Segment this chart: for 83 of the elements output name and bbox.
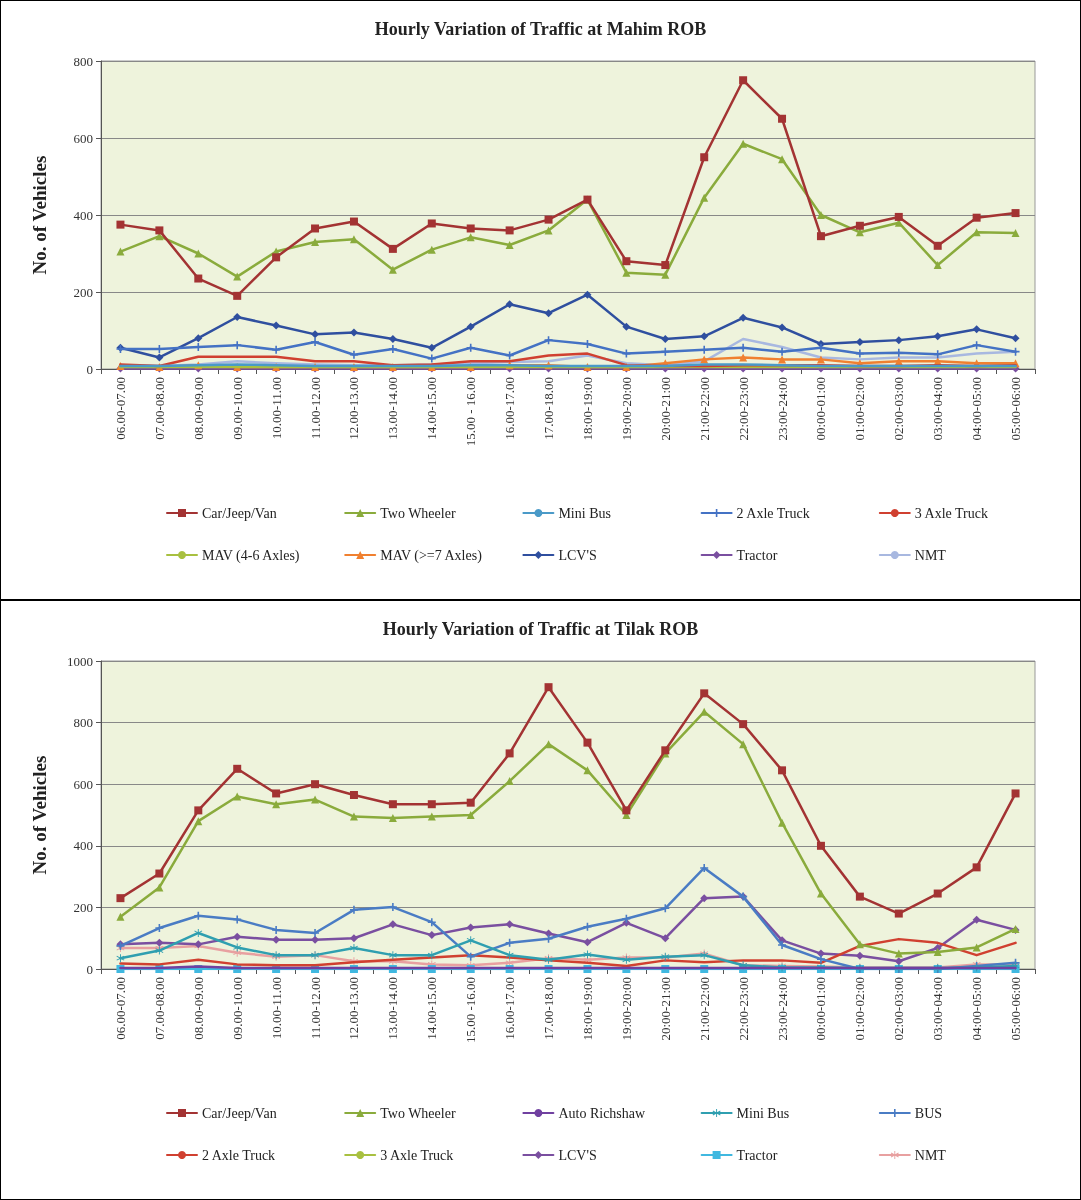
x-tick-label: 14.00-15.00 xyxy=(424,377,440,440)
x-tick-label: 13.00-14.00 xyxy=(385,977,401,1040)
x-tick-label: 15.00 - 16.00 xyxy=(463,377,479,447)
y-tick-label: 600 xyxy=(73,776,93,792)
x-tick-label: 02:00-03:00 xyxy=(891,377,907,441)
x-tick-label: 23:00-24:00 xyxy=(774,377,790,441)
x-tick-label: 06.00-07.00 xyxy=(112,977,128,1040)
legend-label: MAV (>=7 Axles) xyxy=(380,547,483,564)
x-tick-label: 02:00-03:00 xyxy=(891,977,907,1041)
legend-label: NMT xyxy=(914,1147,947,1163)
x-tick-label: 15.00 -16.00 xyxy=(463,977,479,1044)
legend-label: Two Wheeler xyxy=(380,505,456,521)
chart-title: Hourly Variation of Traffic at Mahim ROB xyxy=(374,19,707,39)
legend-label: LCV'S xyxy=(558,1147,597,1163)
legend-label: 3 Axle Truck xyxy=(914,505,988,521)
x-tick-label: 03:00-04:00 xyxy=(930,377,946,441)
x-tick-label: 19:00-20:00 xyxy=(618,977,634,1041)
x-tick-label: 20:00-21:00 xyxy=(657,377,673,441)
x-tick-label: 09.00-10.00 xyxy=(229,377,245,440)
y-tick-label: 200 xyxy=(73,899,93,915)
y-axis-title: No. of Vehicles xyxy=(29,755,50,875)
legend-label: Two Wheeler xyxy=(380,1105,456,1121)
x-tick-label: 05:00-06:00 xyxy=(1008,977,1024,1041)
x-tick-label: 04:00-05:00 xyxy=(969,377,985,441)
legend-label: Mini Bus xyxy=(558,505,611,521)
x-tick-label: 21:00-22:00 xyxy=(696,377,712,441)
y-tick-label: 200 xyxy=(73,284,93,300)
x-tick-label: 05:00-06:00 xyxy=(1008,377,1024,441)
x-tick-label: 04:00-05:00 xyxy=(969,977,985,1041)
x-tick-label: 08.00-09.00 xyxy=(190,977,206,1040)
y-axis-title: No. of Vehicles xyxy=(29,155,50,275)
legend-label: 3 Axle Truck xyxy=(380,1147,454,1163)
x-tick-label: 00:00-01:00 xyxy=(813,977,829,1041)
legend-label: BUS xyxy=(914,1105,943,1121)
x-tick-label: 13.00-14.00 xyxy=(385,377,401,440)
x-tick-label: 16.00-17.00 xyxy=(502,377,518,440)
x-tick-label: 09.00-10.00 xyxy=(229,977,245,1040)
y-tick-label: 800 xyxy=(73,715,93,731)
y-tick-label: 800 xyxy=(73,53,93,69)
legend-label: Tractor xyxy=(736,547,778,563)
x-tick-label: 14.00-15.00 xyxy=(424,977,440,1040)
x-tick-label: 03:00-04:00 xyxy=(930,977,946,1041)
legend-label: LCV'S xyxy=(558,547,597,563)
legend-label: 2 Axle Truck xyxy=(736,505,810,521)
x-tick-label: 22:00-23:00 xyxy=(735,377,751,441)
x-tick-label: 21:00-22:00 xyxy=(696,977,712,1041)
x-tick-label: 07.00-08.00 xyxy=(151,377,167,440)
x-tick-label: 12.00-13.00 xyxy=(346,377,362,440)
legend-label: NMT xyxy=(914,547,947,563)
x-tick-label: 10.00-11.00 xyxy=(268,977,284,1040)
y-tick-label: 0 xyxy=(86,961,93,977)
x-tick-label: 08.00-09.00 xyxy=(190,377,206,440)
y-tick-label: 400 xyxy=(73,207,93,223)
x-tick-label: 17.00-18.00 xyxy=(541,377,557,440)
x-tick-label: 06.00-07.00 xyxy=(112,377,128,440)
x-tick-label: 19:00-20:00 xyxy=(618,377,634,441)
x-tick-label: 22:00-23:00 xyxy=(735,977,751,1041)
legend-label: Tractor xyxy=(736,1147,778,1163)
x-tick-label: 01:00-02:00 xyxy=(852,977,868,1041)
x-tick-label: 00:00-01:00 xyxy=(813,377,829,441)
x-tick-label: 12.00-13.00 xyxy=(346,977,362,1040)
legend-label: Car/Jeep/Van xyxy=(202,505,277,521)
x-tick-label: 20:00-21:00 xyxy=(657,977,673,1041)
y-tick-label: 1000 xyxy=(67,653,93,669)
x-tick-label: 16.00-17.00 xyxy=(502,977,518,1040)
legend-label: Mini Bus xyxy=(736,1105,790,1121)
legend-label: 2 Axle Truck xyxy=(202,1147,276,1163)
x-tick-label: 17.00-18.00 xyxy=(541,977,557,1040)
y-tick-label: 600 xyxy=(73,130,93,146)
x-tick-label: 18:00-19:00 xyxy=(579,377,595,441)
x-tick-label: 23:00-24:00 xyxy=(774,977,790,1041)
legend-label: Car/Jeep/Van xyxy=(202,1105,277,1121)
x-tick-label: 11.00-12.00 xyxy=(307,377,323,440)
legend-label: Auto Richshaw xyxy=(558,1105,646,1121)
x-tick-label: 11.00-12.00 xyxy=(307,977,323,1040)
y-tick-label: 0 xyxy=(86,361,93,377)
chart-title: Hourly Variation of Traffic at Tilak ROB xyxy=(382,619,699,639)
x-tick-label: 01:00-02:00 xyxy=(852,377,868,441)
x-tick-label: 10.00-11.00 xyxy=(268,377,284,440)
x-tick-label: 07.00-08.00 xyxy=(151,977,167,1040)
legend-label: MAV (4-6 Axles) xyxy=(202,547,300,564)
x-tick-label: 18:00-19:00 xyxy=(579,977,595,1041)
y-tick-label: 400 xyxy=(73,838,93,854)
